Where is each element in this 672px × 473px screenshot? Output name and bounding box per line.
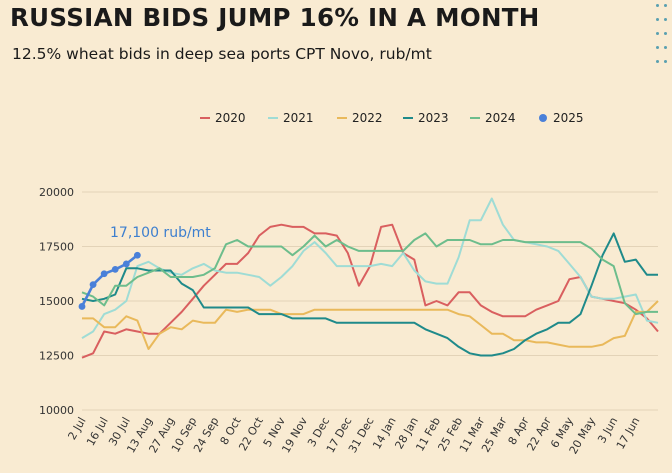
- legend-marker-2025: [539, 114, 547, 122]
- legend-label-2023: 2023: [418, 111, 449, 125]
- series-line-2021: [81, 197, 659, 339]
- legend-label-2024: 2024: [485, 111, 516, 125]
- series-point-2025: [133, 251, 141, 259]
- y-tick-label: 17500: [39, 241, 74, 254]
- annotation-label: 17,100 rub/mt: [110, 225, 211, 241]
- chart-subtitle: 12.5% wheat bids in deep sea ports CPT N…: [12, 45, 432, 63]
- legend-label-2025: 2025: [553, 111, 584, 125]
- series-lines: [78, 197, 659, 359]
- grid-lines: [82, 191, 658, 411]
- legend: 2020 2021 2022 2023 2024 2025: [200, 111, 584, 125]
- y-axis-ticks: 10000 12500 15000 17500 20000: [39, 186, 74, 417]
- series-line-2023: [81, 232, 658, 357]
- y-tick-label: 15000: [39, 295, 74, 308]
- series-point-2025: [100, 270, 108, 278]
- series-point-2025: [111, 265, 119, 273]
- series-point-2025: [78, 303, 86, 310]
- series-line-2020: [81, 223, 659, 359]
- legend-label-2021: 2021: [283, 111, 314, 125]
- legend-label-2020: 2020: [215, 111, 246, 125]
- y-tick-label: 20000: [39, 186, 74, 199]
- chart-title: RUSSIAN BIDS JUMP 16% IN A MONTH: [10, 3, 540, 32]
- series-point-2025: [122, 260, 130, 268]
- series-line-2024: [81, 232, 658, 316]
- y-tick-label: 12500: [39, 350, 74, 363]
- y-tick-label: 10000: [39, 404, 74, 417]
- series-line-2022: [82, 300, 659, 350]
- legend-label-2022: 2022: [352, 111, 383, 125]
- decorative-dots: [652, 0, 672, 80]
- series-point-2025: [89, 281, 97, 289]
- x-tick-label: 16 Jul: [84, 415, 111, 448]
